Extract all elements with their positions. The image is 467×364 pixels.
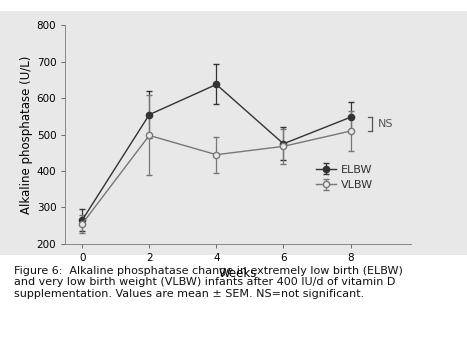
Y-axis label: Alkaline phosphatase (U/L): Alkaline phosphatase (U/L)	[20, 55, 33, 214]
Text: NS: NS	[377, 119, 393, 129]
X-axis label: Weeks: Weeks	[219, 267, 257, 280]
Legend: ELBW, VLBW: ELBW, VLBW	[311, 160, 378, 195]
Text: Figure 6:  Alkaline phosphatase change in extremely low birth (ELBW)
and very lo: Figure 6: Alkaline phosphatase change in…	[14, 266, 403, 299]
